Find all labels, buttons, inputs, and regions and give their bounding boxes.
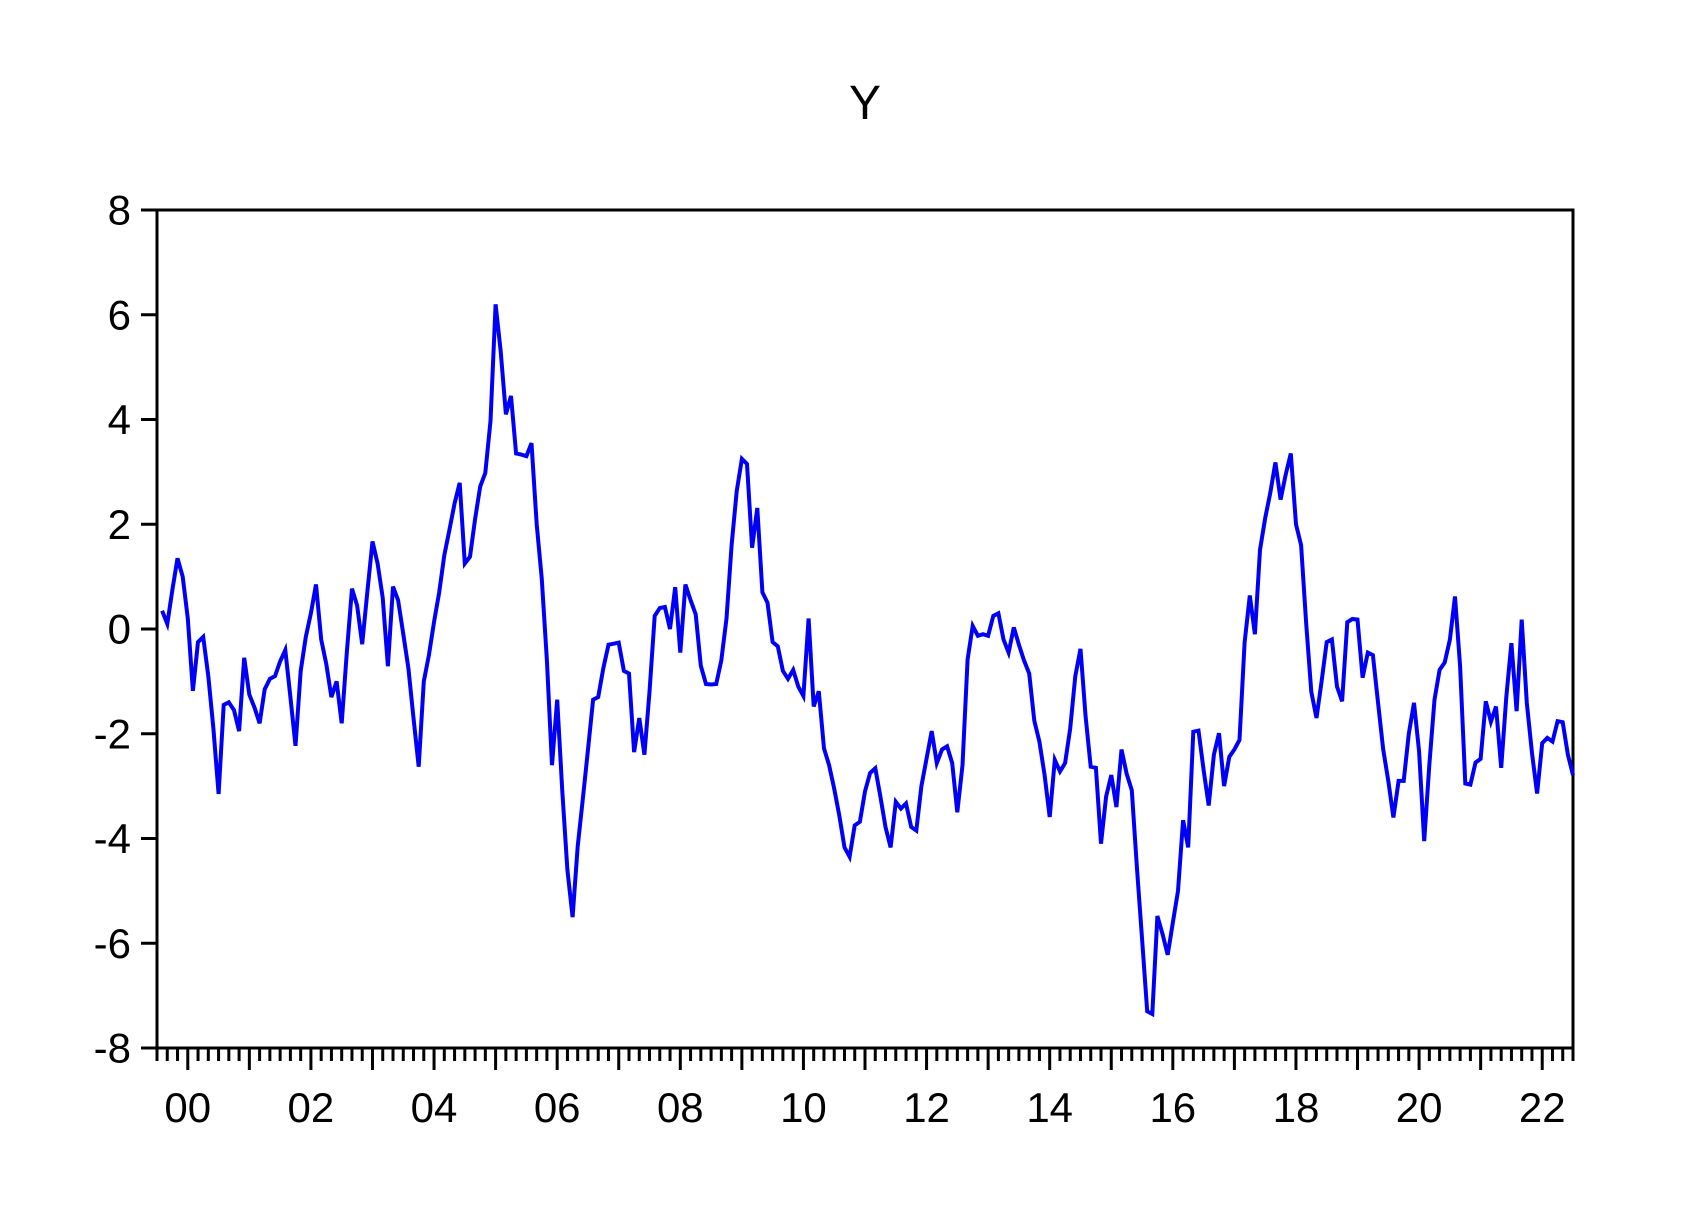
- x-axis-tick-label: 08: [657, 1084, 704, 1131]
- y-axis-tick-label: -2: [94, 710, 131, 757]
- x-axis: 00 02 04 06 08 10 12 14 16 18 20 22: [155, 1048, 1575, 1131]
- x-axis-tick-label: 18: [1273, 1084, 1320, 1131]
- x-axis-tick-label: 16: [1149, 1084, 1196, 1131]
- y-axis-tick-label: -8: [94, 1025, 131, 1072]
- x-axis-tick-label: 14: [1026, 1084, 1073, 1131]
- x-axis-tick-label: 12: [903, 1084, 950, 1131]
- data-line-series-y: [160, 304, 1575, 1018]
- y-axis-tick-label: 6: [108, 291, 131, 338]
- x-axis-tick-label: 06: [534, 1084, 581, 1131]
- y-axis: 8 6 4 2 0 -2 -4 -6 -8: [94, 187, 157, 1072]
- y-axis-tick-label: 2: [108, 501, 131, 548]
- chart-title: Y: [848, 77, 881, 130]
- x-axis-tick-label: 20: [1396, 1084, 1443, 1131]
- y-axis-tick-label: -4: [94, 815, 131, 862]
- x-axis-tick-label: 02: [288, 1084, 335, 1131]
- x-axis-tick-label: 00: [164, 1084, 211, 1131]
- y-axis-tick-label: 4: [108, 396, 131, 443]
- plot-frame: [155, 208, 1575, 1050]
- x-axis-tick-label: 04: [411, 1084, 458, 1131]
- x-axis-tick-label: 22: [1519, 1084, 1566, 1131]
- y-axis-tick-label: 8: [108, 187, 131, 234]
- y-axis-tick-label: -6: [94, 920, 131, 967]
- x-axis-tick-label: 10: [780, 1084, 827, 1131]
- y-axis-tick-label: 0: [108, 606, 131, 653]
